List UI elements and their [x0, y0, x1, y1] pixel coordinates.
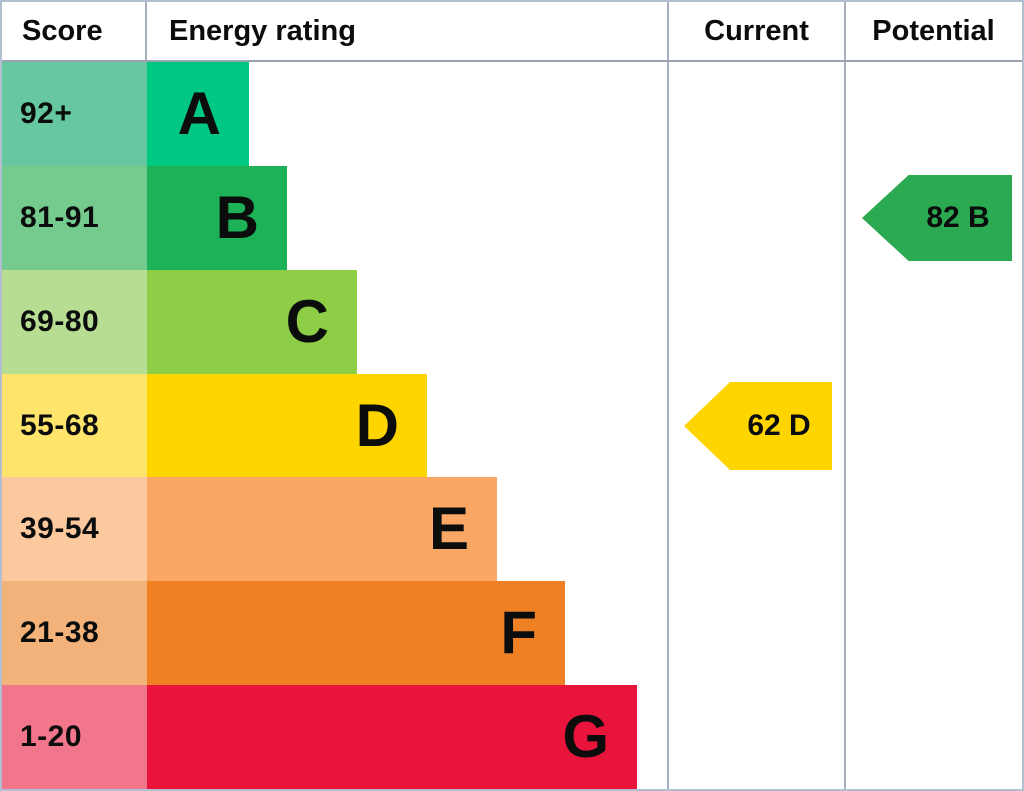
band-bar-f: F [147, 581, 565, 686]
band-row-b: 81-91 B 82 B [2, 165, 1022, 270]
current-arrow-shape-icon [684, 381, 832, 470]
current-rating-arrow: 62 D [684, 381, 832, 470]
band-bar-d: D [147, 373, 427, 478]
band-bar-b: B [147, 165, 287, 270]
potential-rating-label: 82 B [926, 200, 990, 234]
band-letter-g: G [562, 703, 609, 771]
potential-rating-arrow: 82 B [862, 174, 1012, 261]
score-range-d: 55-68 [2, 373, 147, 478]
header-current: Current [704, 14, 809, 47]
header-potential: Potential [872, 14, 995, 47]
column-divider-current-potential [844, 2, 846, 789]
band-letter-b: B [215, 183, 259, 251]
band-row-f: 21-38 F [2, 581, 1022, 686]
band-row-a: 92+ A [2, 62, 1022, 166]
score-range-g: 1-20 [2, 685, 147, 789]
column-divider-energy-current [667, 2, 669, 789]
score-range-a: 92+ [2, 62, 147, 166]
score-range-f: 21-38 [2, 581, 147, 686]
band-bar-a: A [147, 62, 249, 166]
header-score: Score [2, 2, 147, 60]
band-bar-g: G [147, 685, 637, 789]
band-row-c: 69-80 C [2, 269, 1022, 374]
band-letter-e: E [428, 495, 469, 563]
band-bar-c: C [147, 269, 357, 374]
table-header: Score Energy rating Current Potential [2, 2, 1022, 62]
bands-body: 92+ A 81-91 B 82 B 69-80 C 55-68 D 62 D 39-54 E 21-3… [2, 62, 1022, 789]
band-bar-e: E [147, 477, 497, 582]
band-row-e: 39-54 E [2, 477, 1022, 582]
band-letter-c: C [285, 287, 329, 355]
score-range-b: 81-91 [2, 165, 147, 270]
band-row-d: 55-68 D 62 D [2, 373, 1022, 478]
band-letter-f: F [500, 599, 537, 667]
current-rating-label: 62 D [747, 408, 811, 442]
header-energy-rating: Energy rating [169, 14, 356, 47]
potential-arrow-shape-icon [862, 174, 1012, 261]
score-range-e: 39-54 [2, 477, 147, 582]
band-letter-a: A [177, 79, 221, 147]
band-letter-d: D [355, 391, 399, 459]
band-row-g: 1-20 G [2, 685, 1022, 789]
score-range-c: 69-80 [2, 269, 147, 374]
